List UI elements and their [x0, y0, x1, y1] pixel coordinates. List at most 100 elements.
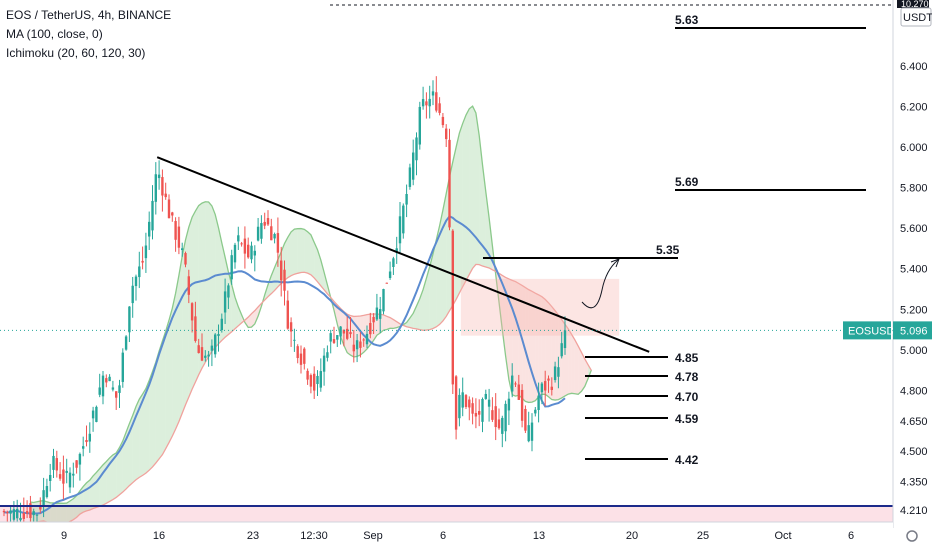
candle-up [217, 324, 220, 352]
candle-down [520, 384, 524, 428]
currency-label: USDT [903, 12, 932, 24]
candle-up [402, 203, 405, 239]
cloud-segment-bullish [96, 468, 100, 508]
candle-up [237, 226, 240, 250]
candle-body [2, 510, 6, 513]
candle-body [266, 218, 270, 225]
cloud-segment-bullish [139, 394, 143, 478]
level-label: 4.85 [675, 351, 699, 365]
candle-down [171, 211, 174, 222]
cloud-segment-bearish [538, 294, 542, 398]
candle-body [286, 300, 289, 329]
candle-body [537, 395, 540, 411]
candle-body [487, 399, 491, 407]
candle-body [154, 174, 157, 202]
cloud-segment-bullish [159, 341, 163, 459]
candle-body [49, 474, 52, 481]
candle-body [392, 258, 395, 267]
candle-up [421, 86, 425, 110]
cloud-segment-bullish [126, 423, 130, 489]
symbol-title[interactable]: EOS / TetherUS, 4h, BINANCE [6, 8, 172, 22]
cloud-segment-bullish [466, 108, 470, 281]
cloud-segment-bearish [499, 273, 503, 330]
candle-body [504, 403, 507, 432]
candle-body [115, 391, 118, 398]
candle-body [52, 455, 55, 470]
candle-up [316, 370, 319, 397]
candle-up [408, 163, 412, 190]
top-value-label: 10.270 [901, 0, 929, 9]
candle-body [316, 375, 319, 385]
candle-up [487, 388, 491, 422]
price-level-5-63: 5.63 [675, 13, 866, 29]
candle-body [494, 406, 497, 428]
y-tick-label: 5.600 [900, 223, 928, 235]
cloud-segment-bullish [63, 503, 67, 524]
candle-down [2, 509, 6, 517]
ichimoku-indicator-label[interactable]: Ichimoku (20, 60, 120, 30) [6, 46, 146, 60]
cloud-segment-bearish [347, 314, 351, 356]
cloud-segment-bullish [109, 454, 113, 502]
settings-gear-icon[interactable] [906, 530, 918, 542]
cloud-segment-bullish [211, 205, 216, 352]
candle-body [32, 511, 35, 516]
ma-indicator-label[interactable]: MA (100, close, 0) [6, 27, 103, 41]
candle-down [451, 229, 454, 394]
cloud-segment-bullish [238, 306, 242, 326]
candle-down [177, 216, 181, 255]
cloud-segment-bullish [472, 106, 476, 269]
candle-up [388, 261, 392, 280]
candle-down [296, 344, 299, 364]
candle-body [118, 385, 121, 393]
candle-body [247, 244, 250, 258]
candle-body [293, 339, 296, 341]
cloud-segment-bullish [142, 388, 146, 476]
symbol-badge [843, 321, 891, 340]
cloud-segment-bullish [419, 289, 424, 331]
candle-up [418, 101, 421, 150]
candle-body [220, 318, 223, 331]
cloud-segment-bearish [383, 314, 387, 331]
candle-up [553, 361, 557, 383]
candle-up [95, 405, 98, 423]
candle-body [326, 352, 329, 358]
cloud-segment-bullish [152, 362, 156, 467]
cloud-segment-bearish [380, 314, 384, 333]
candle-body [511, 375, 514, 392]
cloud-segment-bullish [73, 495, 77, 520]
cloud-segment-bearish [343, 311, 348, 353]
candle-body [438, 103, 441, 113]
cloud-segment-bearish [525, 287, 529, 403]
candle-down [544, 370, 547, 407]
candle-body [395, 248, 398, 253]
candle-body [197, 345, 200, 354]
cloud-segment-bullish [175, 275, 179, 430]
candle-body [517, 384, 520, 400]
x-tick-label: 20 [626, 530, 638, 542]
cloud-segment-bullish [436, 225, 440, 327]
candle-up [415, 132, 418, 176]
candle-down [190, 302, 194, 333]
candle-body [45, 486, 49, 498]
candle-body [250, 245, 253, 260]
candle-body [418, 106, 421, 145]
candle-up [68, 467, 72, 494]
cloud-segment-bullish [456, 133, 460, 300]
cloud-segment-bullish [122, 432, 127, 493]
candle-up [530, 413, 534, 452]
candle-up [233, 242, 237, 269]
cloud-segment-bullish [83, 482, 87, 513]
cloud-segment-bullish [433, 239, 437, 329]
candle-down [309, 373, 313, 394]
candle-down [497, 408, 501, 430]
y-tick-label: 5.400 [900, 264, 928, 276]
candle-down [313, 366, 316, 399]
candle-down [369, 312, 372, 339]
cloud-segment-bullish [304, 229, 308, 274]
currency-box[interactable] [900, 7, 932, 27]
cloud-segment-bullish [112, 452, 117, 500]
candle-down [266, 210, 270, 226]
candle-body [362, 339, 365, 341]
